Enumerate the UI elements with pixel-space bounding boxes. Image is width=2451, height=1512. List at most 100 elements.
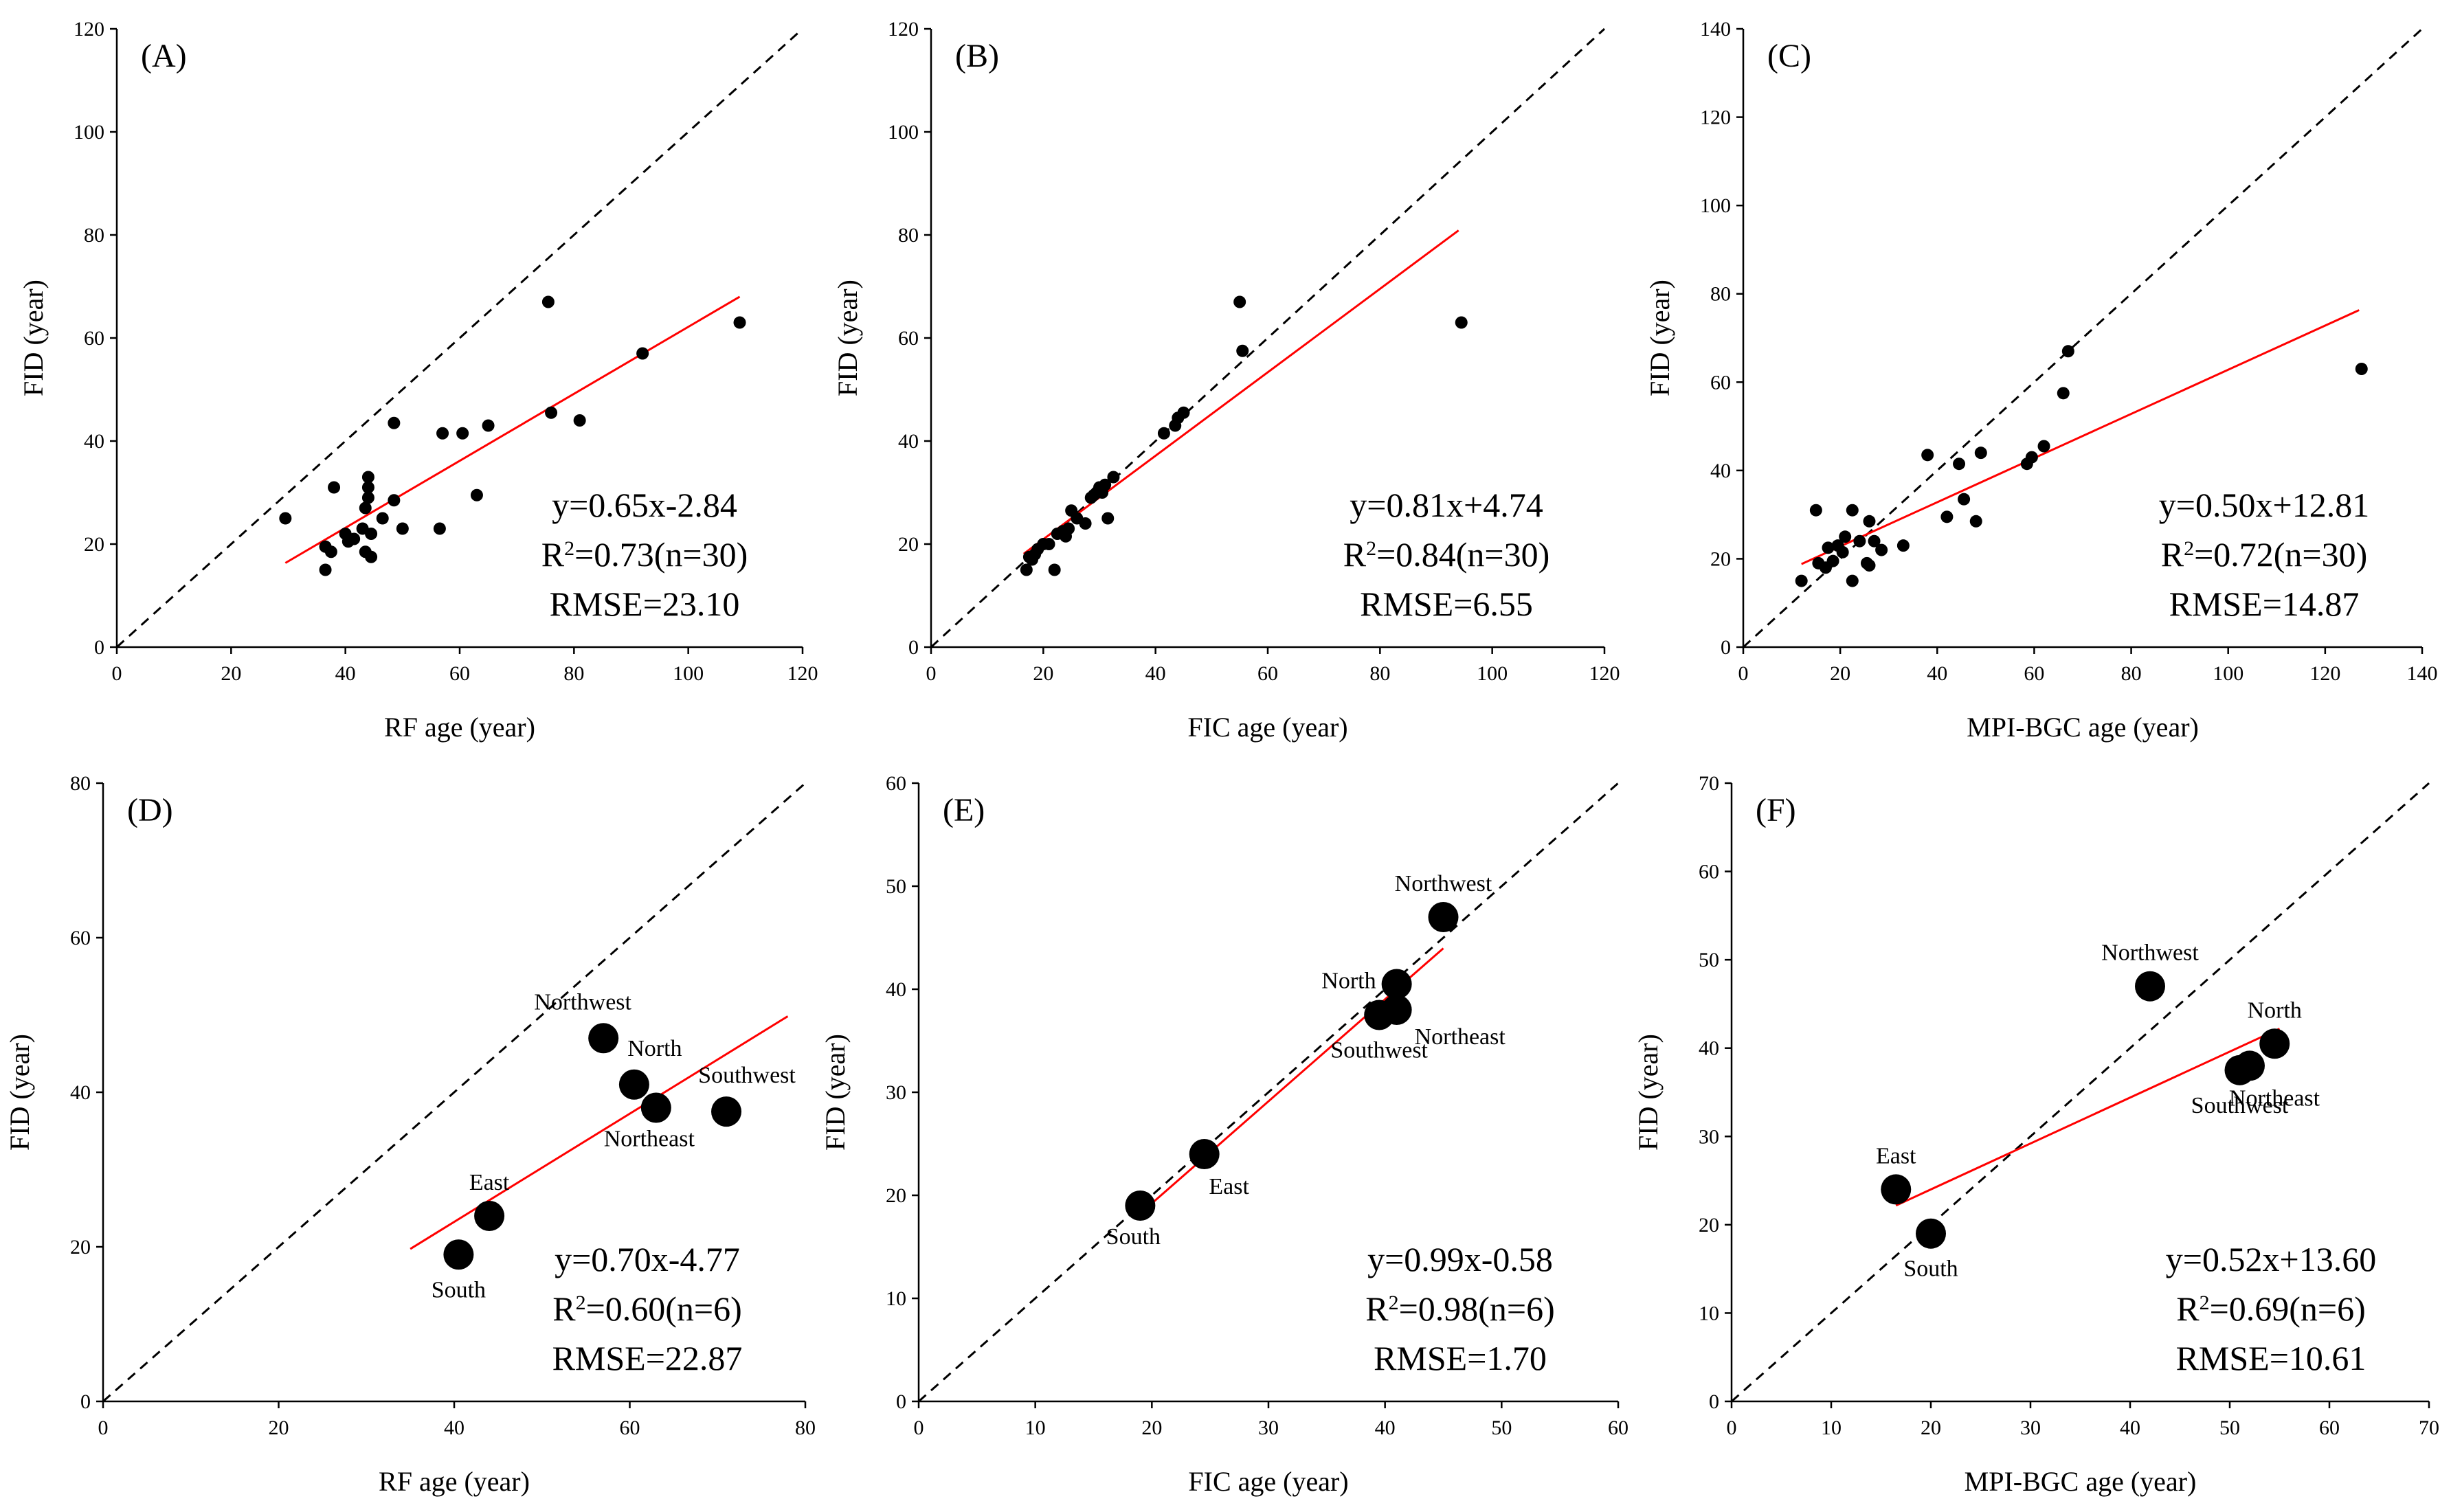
stat-annotation: R2=0.84(n=30) xyxy=(1343,535,1550,574)
y-tick-label: 80 xyxy=(1710,283,1731,306)
stat-annotation: RMSE=10.61 xyxy=(2176,1339,2366,1377)
superscript-2: 2 xyxy=(576,1291,586,1314)
y-tick-label: 0 xyxy=(1721,636,1731,659)
stat-annotation: y=0.52x+13.60 xyxy=(2166,1240,2376,1278)
y-tick-label: 120 xyxy=(1700,106,1731,129)
data-point xyxy=(365,550,378,563)
x-tick-label: 60 xyxy=(449,662,470,685)
data-point xyxy=(1875,543,1888,556)
data-point xyxy=(1381,969,1412,1000)
data-point xyxy=(279,512,292,525)
x-tick-label: 50 xyxy=(2219,1417,2240,1439)
y-tick-label: 30 xyxy=(1699,1125,1719,1148)
data-point xyxy=(1042,538,1055,550)
point-label: East xyxy=(1876,1143,1916,1169)
y-tick-label: 40 xyxy=(1710,460,1731,482)
x-tick-label: 60 xyxy=(2024,662,2044,685)
x-tick-label: 20 xyxy=(269,1417,289,1439)
y-tick-label: 20 xyxy=(1710,548,1731,570)
y-tick-label: 40 xyxy=(84,430,104,453)
y-tick-label: 0 xyxy=(908,636,919,659)
point-label: Northwest xyxy=(1395,871,1492,896)
y-tick-label: 50 xyxy=(1699,949,1719,971)
y-tick-label: 50 xyxy=(886,875,906,898)
panel-label: (D) xyxy=(127,792,173,828)
panel-label: (A) xyxy=(141,38,187,74)
point-label: South xyxy=(1106,1224,1161,1250)
superscript-2: 2 xyxy=(1366,537,1376,560)
data-point xyxy=(1096,486,1109,499)
point-label: East xyxy=(469,1170,510,1195)
x-tick-label: 40 xyxy=(2120,1417,2140,1439)
data-point xyxy=(328,481,341,494)
data-point xyxy=(456,427,469,440)
x-axis-title: MPI-BGC age (year) xyxy=(1965,1466,2197,1497)
y-tick-label: 40 xyxy=(886,978,906,1001)
y-tick-label: 40 xyxy=(1699,1037,1719,1060)
panel-c: 0 20 40 60 80 100 120 140 0 20 40 60 80 100 120 140 MPI-… xyxy=(1644,18,2438,743)
fit-line xyxy=(284,295,741,564)
x-tick-label: 120 xyxy=(1589,662,1620,685)
stat-annotation: y=0.50x+12.81 xyxy=(2159,486,2369,524)
point-label: East xyxy=(1209,1174,1249,1199)
identity-line xyxy=(115,27,804,648)
data-point xyxy=(1846,574,1859,587)
data-point xyxy=(2057,387,2070,400)
stat-annotation: y=0.81x+4.74 xyxy=(1350,486,1543,524)
point-label: South xyxy=(432,1277,486,1302)
data-point xyxy=(2224,1054,2255,1085)
x-tick-label: 70 xyxy=(2419,1417,2439,1439)
y-tick-label: 20 xyxy=(70,1236,91,1259)
data-point xyxy=(324,545,337,558)
x-axis-title: MPI-BGC age (year) xyxy=(1967,712,2199,743)
data-point xyxy=(470,488,483,501)
y-tick-label: 40 xyxy=(70,1081,91,1104)
fit-line xyxy=(1895,1028,2281,1207)
point-label: North xyxy=(627,1036,682,1061)
data-point xyxy=(388,494,401,507)
data-point xyxy=(541,295,555,308)
data-point xyxy=(1863,559,1876,572)
x-tick-label: 20 xyxy=(221,662,241,685)
data-point xyxy=(1940,510,1954,523)
identity-line xyxy=(1731,782,2430,1403)
data-point xyxy=(1958,493,1971,506)
data-point xyxy=(361,471,374,484)
data-point xyxy=(1974,447,1987,460)
data-point xyxy=(2061,345,2074,358)
data-point xyxy=(636,347,649,360)
y-axis-title: FID (year) xyxy=(18,280,49,396)
x-tick-label: 80 xyxy=(2121,662,2142,685)
y-tick-label: 0 xyxy=(896,1390,906,1413)
x-axis-title: FIC age (year) xyxy=(1188,1466,1348,1497)
y-tick-label: 80 xyxy=(84,224,104,247)
y-tick-label: 60 xyxy=(70,927,91,949)
x-tick-label: 30 xyxy=(2020,1417,2041,1439)
panel-d: 0 20 40 60 80 0 20 40 60 80 RF age (year) FID (year… xyxy=(4,772,816,1497)
y-tick-label: 80 xyxy=(70,772,91,795)
data-point xyxy=(361,481,374,494)
data-point xyxy=(1428,902,1459,932)
point-label: North xyxy=(2248,997,2302,1023)
y-tick-label: 20 xyxy=(84,533,104,556)
x-tick-label: 120 xyxy=(787,662,818,685)
data-point xyxy=(1233,295,1246,308)
panel-b: 0 20 40 60 80 100 120 0 20 40 60 80 100 120 FIC age (y… xyxy=(832,18,1620,743)
point-label: Southwest xyxy=(1330,1038,1428,1063)
data-point xyxy=(342,535,355,548)
y-tick-label: 100 xyxy=(1700,194,1731,217)
stat-annotation: RMSE=22.87 xyxy=(552,1339,743,1377)
point-label: Northeast xyxy=(1415,1024,1506,1050)
data-point xyxy=(1853,534,1866,548)
stat-annotation: R2=0.73(n=30) xyxy=(541,535,748,574)
data-point xyxy=(1809,504,1822,517)
stat-annotation: RMSE=1.70 xyxy=(1374,1339,1547,1377)
x-tick-label: 120 xyxy=(2309,662,2340,685)
x-tick-label: 100 xyxy=(673,662,704,685)
data-point xyxy=(1863,515,1876,528)
y-tick-label: 10 xyxy=(1699,1302,1719,1324)
x-tick-label: 0 xyxy=(112,662,122,685)
x-axis-title: RF age (year) xyxy=(379,1466,530,1497)
data-point xyxy=(2135,971,2165,1002)
panel-label: (B) xyxy=(955,38,999,74)
